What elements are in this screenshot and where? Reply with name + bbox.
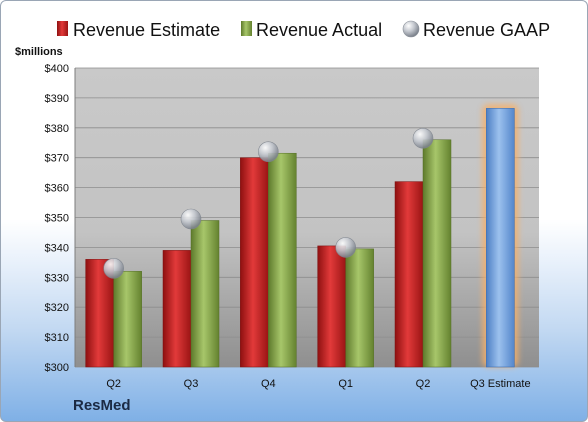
bar-revenue-estimate bbox=[85, 259, 114, 368]
y-tick-label: $350 bbox=[45, 213, 69, 225]
gaap-markers bbox=[103, 127, 434, 279]
legend-label-actual: Revenue Actual bbox=[256, 20, 382, 40]
x-axis-ticks: Q2 Q3 Q4 Q1 Q2 Q3 Estimate bbox=[106, 378, 530, 390]
bar-revenue-estimate bbox=[162, 250, 192, 368]
bar-revenue-actual bbox=[268, 152, 297, 368]
x-tick-label: Q2 bbox=[416, 378, 431, 390]
y-tick-label: $370 bbox=[45, 153, 69, 165]
bar-revenue-estimate bbox=[317, 245, 346, 368]
y-tick-label: $380 bbox=[45, 123, 69, 135]
y-tick-label: $390 bbox=[45, 93, 69, 105]
legend-item-actual: Revenue Actual bbox=[241, 20, 382, 40]
bar-revenue-estimate bbox=[394, 181, 424, 368]
marker-revenue-gaap bbox=[412, 127, 434, 149]
legend-label-estimate: Revenue Estimate bbox=[73, 20, 220, 40]
bar-revenue-estimate bbox=[240, 157, 269, 368]
y-tick-label: $300 bbox=[45, 362, 69, 374]
company-name: ResMed bbox=[73, 397, 131, 414]
y-tick-label: $310 bbox=[45, 332, 69, 344]
legend-item-gaap: Revenue GAAP bbox=[402, 20, 550, 40]
legend-item-estimate: Revenue Estimate bbox=[57, 20, 220, 40]
x-tick-label: Q4 bbox=[261, 378, 276, 390]
y-tick-label: $360 bbox=[45, 183, 69, 195]
marker-revenue-gaap bbox=[258, 141, 279, 163]
marker-revenue-gaap bbox=[335, 237, 356, 258]
bar-revenue-actual bbox=[345, 248, 374, 368]
legend-label-gaap: Revenue GAAP bbox=[423, 20, 550, 40]
y-tick-label: $330 bbox=[45, 272, 69, 284]
bar-revenue-estimate-forecast bbox=[486, 108, 515, 368]
y-tick-label: $320 bbox=[45, 302, 69, 314]
bar-revenue-actual bbox=[190, 220, 220, 368]
y-axis-ticks: $300 $310 $320 $330 $340 $350 $360 $370 $380 $390… bbox=[45, 63, 69, 374]
x-tick-label: Q2 bbox=[106, 378, 121, 390]
y-axis-unit-label: $millions bbox=[15, 46, 63, 58]
bar-revenue-actual bbox=[422, 139, 452, 368]
x-tick-label: Q3 bbox=[184, 378, 199, 390]
y-tick-label: $340 bbox=[45, 242, 69, 254]
x-tick-label: Q3 Estimate bbox=[470, 378, 531, 390]
legend: Revenue Estimate Revenue Actual Revenue … bbox=[57, 20, 550, 40]
marker-revenue-gaap bbox=[103, 258, 124, 279]
y-tick-label: $400 bbox=[45, 63, 69, 75]
marker-revenue-gaap bbox=[180, 208, 202, 230]
bar-revenue-actual bbox=[113, 271, 142, 368]
bars bbox=[85, 104, 519, 368]
x-tick-label: Q1 bbox=[338, 378, 353, 390]
gridlines bbox=[74, 67, 539, 368]
